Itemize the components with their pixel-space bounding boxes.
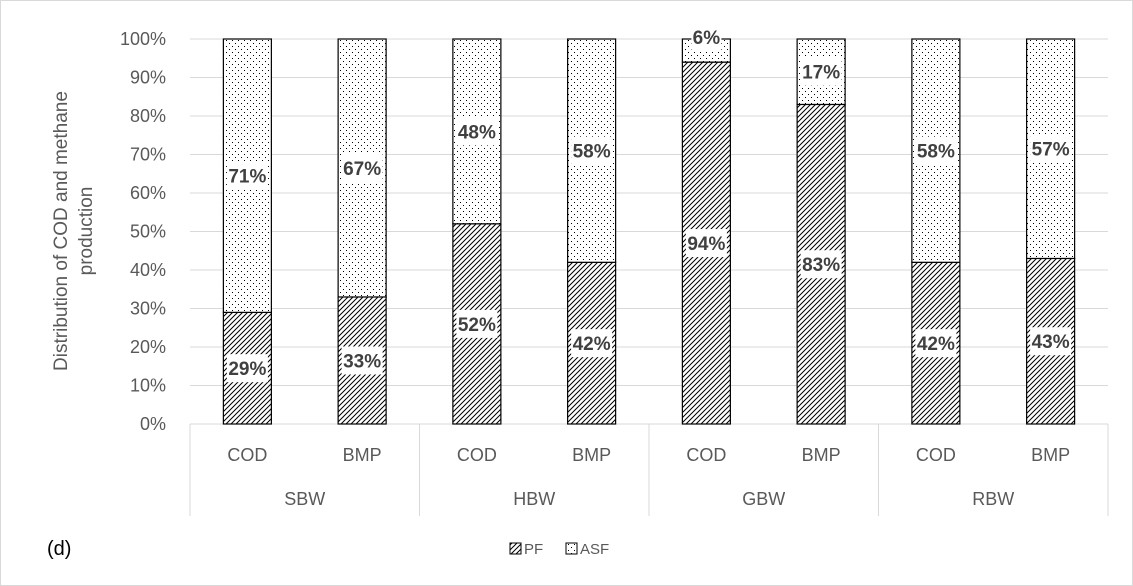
x-tick-label: BMP [572,445,611,465]
y-tick-label: 90% [130,68,166,88]
x-tick-label: COD [686,445,726,465]
x-tick-label: BMP [1031,445,1070,465]
data-label-bg [915,329,957,358]
data-label: 67% [343,159,381,180]
data-label-bg [1030,327,1072,356]
data-label: 42% [917,334,955,355]
y-tick-label: 20% [130,337,166,357]
data-label: 57% [1032,140,1070,161]
data-label-bg [571,136,613,165]
group-label: SBW [284,489,325,509]
group-label: HBW [513,489,555,509]
legend-label: ASF [580,541,609,558]
group-label: GBW [742,489,785,509]
data-label: 29% [228,359,266,380]
y-axis-title-line2: production [76,187,97,276]
y-tick-label: 50% [130,222,166,242]
x-tick-label: BMP [343,445,382,465]
data-label-bg [456,117,498,146]
data-label: 58% [917,142,955,163]
data-label-bg [915,136,957,165]
data-label-bg [685,229,727,258]
data-label: 83% [802,255,840,276]
data-label: 48% [458,122,496,143]
y-tick-label: 0% [140,414,166,434]
data-label: 33% [343,351,381,372]
data-label-bg [226,354,268,383]
data-label: 6% [693,28,721,49]
panel-label: (d) [47,538,71,560]
y-tick-label: 10% [130,376,166,396]
data-label-bg [341,346,383,375]
x-tick-label: BMP [802,445,841,465]
legend-label: PF [524,541,543,558]
data-label-bg [226,161,268,190]
legend: PF ASF [509,541,609,558]
y-tick-label: 70% [130,145,166,165]
data-label-bg [800,250,842,279]
data-label: 71% [228,167,266,188]
data-label: 17% [802,63,840,84]
x-tick-label: COD [227,445,267,465]
data-label: 94% [687,234,725,255]
y-tick-label: 60% [130,183,166,203]
y-tick-label: 80% [130,106,166,126]
data-label: 42% [573,334,611,355]
group-label: RBW [972,489,1014,509]
data-label: 43% [1032,332,1070,353]
x-tick-label: COD [457,445,497,465]
y-tick-label: 100% [120,29,166,49]
data-label-bg [1030,134,1072,163]
data-label-bg [456,309,498,338]
legend-swatch-pf [509,542,522,555]
data-label: 52% [458,315,496,336]
data-label: 58% [573,142,611,163]
data-label-bg [800,57,842,86]
y-tick-label: 40% [130,260,166,280]
data-label-bg [571,329,613,358]
x-tick-label: COD [916,445,956,465]
data-label-bg [341,153,383,182]
legend-swatch-asf [565,542,578,555]
y-tick-label: 30% [130,299,166,319]
y-axis-title-line1: Distribution of COD and methane [51,91,72,371]
data-label-bg [691,23,722,51]
